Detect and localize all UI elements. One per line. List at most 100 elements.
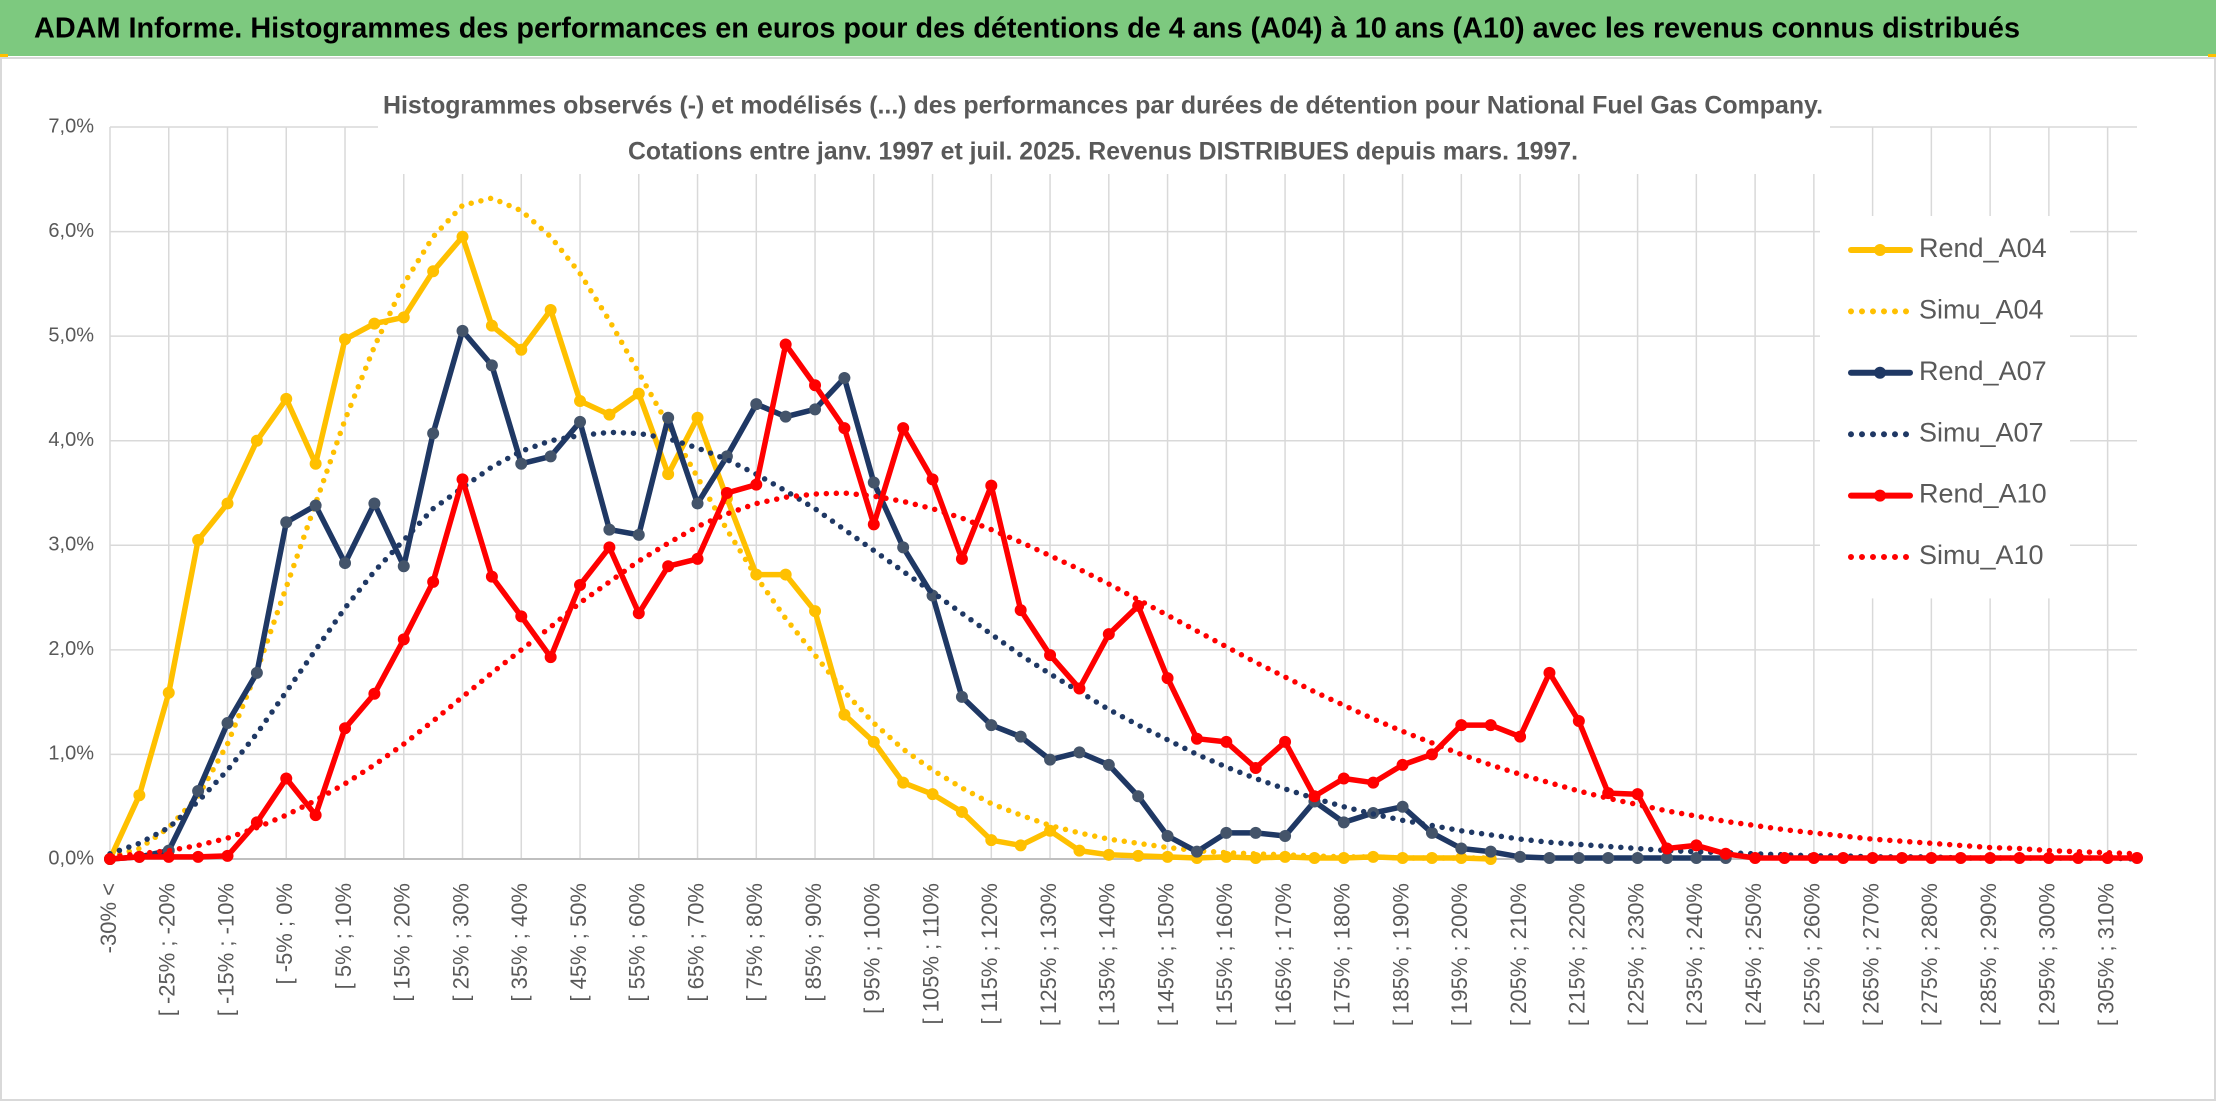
legend-background <box>1820 216 2070 599</box>
legend-marker <box>1874 366 1886 379</box>
marker <box>1102 758 1115 771</box>
x-tick-label: [ 35% ; 40% <box>507 883 532 1002</box>
marker <box>1044 824 1057 837</box>
marker <box>1984 851 1997 864</box>
marker <box>574 394 587 407</box>
marker <box>515 343 528 356</box>
marker <box>632 387 645 400</box>
x-tick-label: [ -15% ; -10% <box>213 883 238 1016</box>
marker <box>544 304 557 316</box>
x-tick-label: [ 215% ; 220% <box>1565 883 1590 1026</box>
marker <box>1425 826 1438 839</box>
marker <box>1631 851 1644 864</box>
marker <box>1837 851 1850 864</box>
x-tick-label: [ 205% ; 210% <box>1506 883 1531 1026</box>
x-tick-label: [ 305% ; 310% <box>2093 883 2118 1026</box>
marker <box>250 434 263 447</box>
marker <box>1514 850 1527 863</box>
chart-subtitle: Histogrammes observés (-) et modélisés (… <box>383 92 1823 120</box>
x-tick-label: [ 295% ; 300% <box>2035 883 2060 1026</box>
legend-label: Simu_A07 <box>1919 417 2044 447</box>
marker <box>603 541 616 554</box>
marker <box>1690 839 1703 852</box>
marker <box>1279 829 1292 842</box>
x-tick-label: [ 175% ; 180% <box>1330 883 1355 1026</box>
marker <box>221 849 234 862</box>
y-tick-label: 4,0% <box>48 429 94 451</box>
marker <box>309 457 322 470</box>
marker <box>427 427 440 440</box>
marker <box>1132 599 1145 612</box>
marker <box>1073 682 1086 695</box>
marker <box>368 317 381 330</box>
series-line <box>107 195 1494 861</box>
marker <box>779 410 792 423</box>
marker <box>809 379 822 392</box>
marker <box>1866 851 1879 864</box>
marker <box>1132 790 1145 803</box>
marker <box>1749 851 1762 864</box>
plot <box>104 195 2143 865</box>
marker <box>809 605 822 618</box>
x-tick-label: [ 105% ; 110% <box>918 883 943 1024</box>
marker <box>339 557 352 570</box>
marker <box>838 371 851 384</box>
marker <box>1484 845 1497 858</box>
marker <box>544 651 557 664</box>
marker <box>867 735 880 748</box>
marker <box>485 359 498 372</box>
marker <box>221 497 234 510</box>
x-tick-label: [ 75% ; 80% <box>742 883 767 1002</box>
marker <box>515 457 528 470</box>
marker <box>1044 753 1057 766</box>
marker <box>309 499 322 512</box>
marker <box>1073 746 1086 759</box>
marker <box>368 497 381 510</box>
marker <box>427 575 440 588</box>
marker <box>1572 714 1585 727</box>
marker <box>750 398 763 411</box>
y-tick-label: 0,0% <box>48 847 94 869</box>
marker <box>1220 826 1233 839</box>
y-tick-label: 3,0% <box>48 534 94 556</box>
marker <box>1161 829 1174 842</box>
marker <box>1543 851 1556 864</box>
marker <box>1337 772 1350 785</box>
marker <box>1631 788 1644 801</box>
marker <box>955 805 968 818</box>
marker <box>897 541 910 554</box>
marker <box>750 478 763 491</box>
legend-label: Rend_A10 <box>1919 479 2047 509</box>
marker <box>397 633 410 646</box>
x-tick-label: [ 115% ; 120% <box>977 883 1002 1024</box>
marker <box>867 476 880 489</box>
marker <box>1190 732 1203 745</box>
x-tick-label: [ 45% ; 50% <box>566 883 591 1002</box>
marker <box>1308 790 1321 803</box>
marker <box>1132 849 1145 862</box>
chart-subtitle: Cotations entre janv. 1997 et juil. 2025… <box>628 138 1578 166</box>
x-tick-label: [ 5% ; 10% <box>331 883 356 989</box>
marker <box>2013 851 2026 864</box>
marker <box>1102 628 1115 641</box>
marker <box>192 534 205 547</box>
marker <box>1484 719 1497 732</box>
marker <box>280 772 293 785</box>
x-tick-label: [ -25% ; -20% <box>155 883 180 1016</box>
x-tick-label: [ 95% ; 100% <box>860 883 885 1014</box>
marker <box>427 265 440 278</box>
marker <box>1014 839 1027 852</box>
grid: 0,0% 1,0% 2,0% 3,0% 4,0% 5,0% 6,0% 7,0% -30% < [ … <box>48 115 2137 1026</box>
x-tick-label: [ 165% ; 170% <box>1271 883 1296 1026</box>
marker <box>1396 800 1409 813</box>
marker <box>1014 730 1027 743</box>
marker <box>867 518 880 531</box>
marker <box>250 666 263 679</box>
marker <box>1367 776 1380 789</box>
marker <box>662 560 675 573</box>
x-tick-label: [ 65% ; 70% <box>683 883 708 1002</box>
x-tick-label: [ 235% ; 240% <box>1682 883 1707 1026</box>
x-tick-label: [ 275% ; 280% <box>1917 883 1942 1026</box>
y-tick-label: 6,0% <box>48 220 94 242</box>
